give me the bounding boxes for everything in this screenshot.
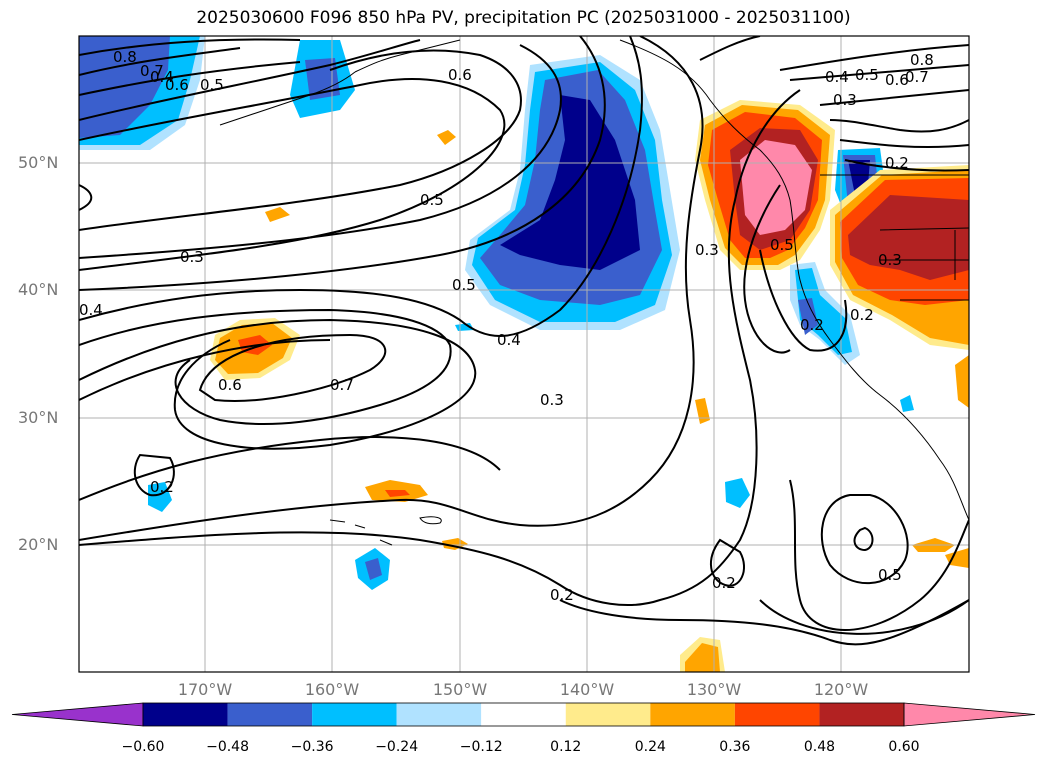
contour-label: 0.3 xyxy=(833,91,857,109)
contour-labels: 0.8 0.7 0.6 0.5 0.4 0.6 0.5 0.3 0.4 0.5 … xyxy=(79,48,934,604)
contour-label: 0.2 xyxy=(800,316,824,334)
contour-label: 0.8 xyxy=(910,51,934,69)
colorbar-tick-label: 0.36 xyxy=(719,739,751,755)
colorbar-swatch xyxy=(565,703,651,726)
contour-label: 0.2 xyxy=(150,478,174,496)
figure-title: 2025030600 F096 850 hPa PV, precipitatio… xyxy=(196,8,851,28)
lon-label: 120°W xyxy=(813,680,869,699)
lat-label: 30°N xyxy=(18,408,59,427)
colorbar-swatch xyxy=(227,703,313,726)
lon-label: 140°W xyxy=(559,680,615,699)
contour-label: 0.5 xyxy=(200,76,224,94)
contour-label: 0.4 xyxy=(825,68,849,86)
colorbar-swatch xyxy=(396,703,482,726)
contour-label: 0.7 xyxy=(330,376,354,394)
colorbar-tick-label: −0.48 xyxy=(206,739,249,755)
colorbar-swatch xyxy=(312,703,397,726)
colorbar-swatch xyxy=(734,703,820,726)
colorbar-swatch xyxy=(819,703,904,726)
contour-label: 0.3 xyxy=(540,391,564,409)
contour-label: 0.4 xyxy=(150,68,174,86)
contour-label: 0.2 xyxy=(885,154,909,172)
colorbar-swatch xyxy=(650,703,735,726)
colorbar-tick-label: 0.60 xyxy=(888,739,920,755)
lon-label: 170°W xyxy=(177,680,233,699)
colorbar-tick-label: −0.12 xyxy=(459,739,503,755)
colorbar-tick-label: −0.36 xyxy=(290,739,334,755)
contour-label: 0.6 xyxy=(165,76,189,94)
contour-label: 0.5 xyxy=(855,66,879,84)
lon-label: 160°W xyxy=(304,680,360,699)
colorbar-extend-high xyxy=(903,702,1036,727)
contour-label: 0.5 xyxy=(452,276,476,294)
contour-label: 0.4 xyxy=(497,331,521,349)
map-frame xyxy=(78,35,970,673)
graticule xyxy=(79,36,969,672)
contour-label: 0.8 xyxy=(113,48,137,66)
colorbar-swatch xyxy=(143,703,228,726)
contour-label: 0.6 xyxy=(885,71,909,89)
contour-label: 0.4 xyxy=(79,301,103,319)
lon-label: 130°W xyxy=(686,680,742,699)
colorbar xyxy=(11,702,1036,727)
colorbar-tick-label: 0.12 xyxy=(550,739,582,755)
contour-label: 0.3 xyxy=(878,251,902,269)
contour-label: 0.7 xyxy=(905,68,929,86)
contour-label: 0.5 xyxy=(420,191,444,209)
lat-label: 50°N xyxy=(18,153,59,172)
contour-label: 0.3 xyxy=(180,248,204,266)
contour-label: 0.7 xyxy=(140,62,164,80)
contour-label: 0.5 xyxy=(878,566,902,584)
colorbar-swatch xyxy=(481,703,566,726)
colorbar-tick-label: −0.60 xyxy=(121,739,165,755)
lat-label: 20°N xyxy=(18,535,59,554)
lat-label: 40°N xyxy=(18,280,59,299)
contour-label: 0.6 xyxy=(448,66,472,84)
contour-label: 0.2 xyxy=(712,574,736,592)
colorbar-frame xyxy=(142,702,905,727)
pv-contours xyxy=(79,36,969,646)
contour-label: 0.5 xyxy=(770,236,794,254)
contour-label: 0.2 xyxy=(850,306,874,324)
lon-label: 150°W xyxy=(432,680,488,699)
contour-label: 0.3 xyxy=(695,241,719,259)
contour-label: 0.6 xyxy=(218,376,242,394)
colorbar-tick-label: 0.48 xyxy=(803,739,836,755)
colorbar-extend-low xyxy=(11,702,144,727)
coastlines xyxy=(219,39,969,546)
colorbar-tick-label: −0.24 xyxy=(375,739,419,755)
contour-label: 0.2 xyxy=(550,586,574,604)
colorbar-tick-label: 0.24 xyxy=(634,739,666,755)
